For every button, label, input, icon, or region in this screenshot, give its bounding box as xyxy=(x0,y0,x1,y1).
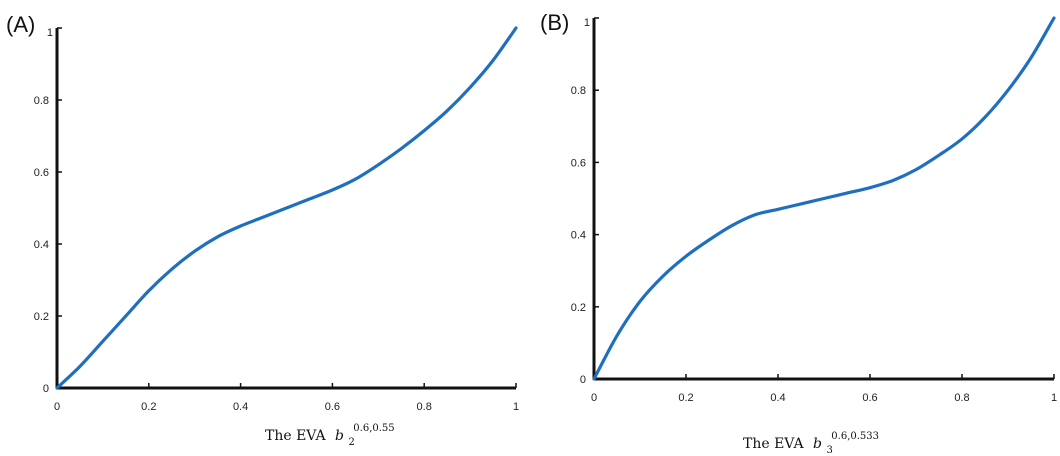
y-tick-label-b-1: 0.2 xyxy=(571,302,586,314)
x-axis-label-a-sub: 2 xyxy=(348,437,354,448)
y-tick-label-a-3: 0.6 xyxy=(34,167,49,179)
panel-label-b: (B) xyxy=(540,10,569,35)
y-tick-label-b-4: 0.8 xyxy=(571,85,586,97)
series-line-a xyxy=(55,26,518,390)
y-tick-label-a-0: 0 xyxy=(43,383,49,395)
y-tick-label-b-2: 0.4 xyxy=(571,230,586,242)
x-axis-label-b-prefix: The EVA xyxy=(743,436,804,452)
y-tick-label-b-3: 0.6 xyxy=(571,157,586,169)
x-axis-label-a-sup: 0.6,0.55 xyxy=(353,423,394,434)
x-tick-label-b-2: 0.4 xyxy=(770,392,785,404)
x-tick-label-a-3: 0.6 xyxy=(325,401,340,413)
y-tick-label-a-2: 0.4 xyxy=(34,239,49,251)
y-tick-label-b-0: 0 xyxy=(580,374,586,386)
y-tick-label-a-5: 1 xyxy=(47,27,53,39)
x-axis-label-a: The EVA b 2 0.6,0.55 xyxy=(265,423,395,449)
panel-a: (A) 0 0.2 0.4 0.6 0.8 1 0 0.2 0.4 0.6 0.8 1 The EVA… xyxy=(6,12,519,449)
ticks-a: 0 0.2 0.4 0.6 0.8 1 0 0.2 0.4 0.6 0.8 1 xyxy=(34,27,519,413)
x-tick-label-a-1: 0.2 xyxy=(141,401,156,413)
x-axis-label-b: The EVA b 3 0.6,0.533 xyxy=(743,431,879,456)
y-tick-label-a-1: 0.2 xyxy=(34,311,49,323)
x-tick-label-a-2: 0.4 xyxy=(233,401,248,413)
y-tick-label-b-5: 1 xyxy=(584,17,590,29)
x-tick-label-a-5: 1 xyxy=(513,401,519,413)
x-axis-label-b-base: b xyxy=(813,436,822,452)
x-axis-label-a-prefix: The EVA xyxy=(265,428,326,444)
x-tick-label-b-5: 1 xyxy=(1051,392,1057,404)
y-tick-label-a-4: 0.8 xyxy=(34,95,49,107)
x-tick-label-b-3: 0.6 xyxy=(862,392,877,404)
x-axis-label-b-sub: 3 xyxy=(826,445,832,456)
ticks-b: 0 0.2 0.4 0.6 0.8 1 0 0.2 0.4 0.6 0.8 1 xyxy=(571,17,1057,404)
x-tick-label-b-4: 0.8 xyxy=(954,392,969,404)
series-line-b xyxy=(592,16,1056,381)
panel-label-a: (A) xyxy=(6,12,35,37)
panel-b: (B) 0 0.2 0.4 0.6 0.8 1 0 0.2 0.4 0.6 0.8 1 The EVA… xyxy=(540,10,1057,456)
x-axis-label-a-base: b xyxy=(335,428,344,444)
x-tick-label-a-4: 0.8 xyxy=(417,401,432,413)
x-axis-label-b-sup: 0.6,0.533 xyxy=(831,431,879,442)
x-tick-label-a-0: 0 xyxy=(54,401,60,413)
x-tick-label-b-1: 0.2 xyxy=(678,392,693,404)
x-tick-label-b-0: 0 xyxy=(591,392,597,404)
